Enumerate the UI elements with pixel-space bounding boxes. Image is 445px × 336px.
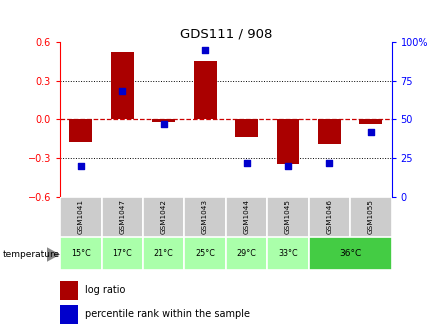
Bar [277,119,299,164]
Bar [101,237,143,270]
Bar [309,197,350,237]
Text: GSM1046: GSM1046 [327,199,332,234]
Bar [318,119,341,144]
Bar [350,197,392,237]
Point [77,163,85,168]
Bar [69,119,92,142]
Text: 29°C: 29°C [237,249,256,258]
Bar [143,237,184,270]
Bar [143,197,184,237]
Bar [60,237,101,270]
Text: 21°C: 21°C [154,249,174,258]
Bar [226,237,267,270]
Bar [226,197,267,237]
Text: GSM1044: GSM1044 [243,199,250,234]
Bar [267,237,309,270]
Text: GSM1042: GSM1042 [161,199,167,234]
Text: 36°C: 36°C [339,249,361,258]
Point [326,160,333,165]
Bar [60,197,101,237]
Point [202,47,209,52]
Text: GSM1043: GSM1043 [202,199,208,234]
Bar [184,197,226,237]
Text: GSM1041: GSM1041 [78,199,84,234]
Bar [235,119,258,137]
Text: percentile rank within the sample: percentile rank within the sample [85,309,250,320]
Text: 33°C: 33°C [278,249,298,258]
Bar [360,119,382,124]
Text: temperature: temperature [2,250,59,259]
Bar [152,119,175,122]
Point [367,129,374,134]
Bar [267,197,309,237]
Bar [111,52,134,119]
Bar [60,305,78,324]
Point [284,163,291,168]
Text: 15°C: 15°C [71,249,91,258]
Bar [309,237,392,270]
Text: GSM1047: GSM1047 [119,199,125,234]
Bar [184,237,226,270]
Text: 25°C: 25°C [195,249,215,258]
Title: GDS111 / 908: GDS111 / 908 [180,28,272,41]
Text: 17°C: 17°C [112,249,132,258]
Bar [194,61,217,119]
Text: GSM1055: GSM1055 [368,199,374,234]
Point [160,121,167,127]
Text: GSM1045: GSM1045 [285,199,291,234]
Point [243,160,250,165]
Polygon shape [47,247,60,262]
Text: log ratio: log ratio [85,285,125,295]
Bar [60,281,78,300]
Point [119,89,126,94]
Bar [101,197,143,237]
